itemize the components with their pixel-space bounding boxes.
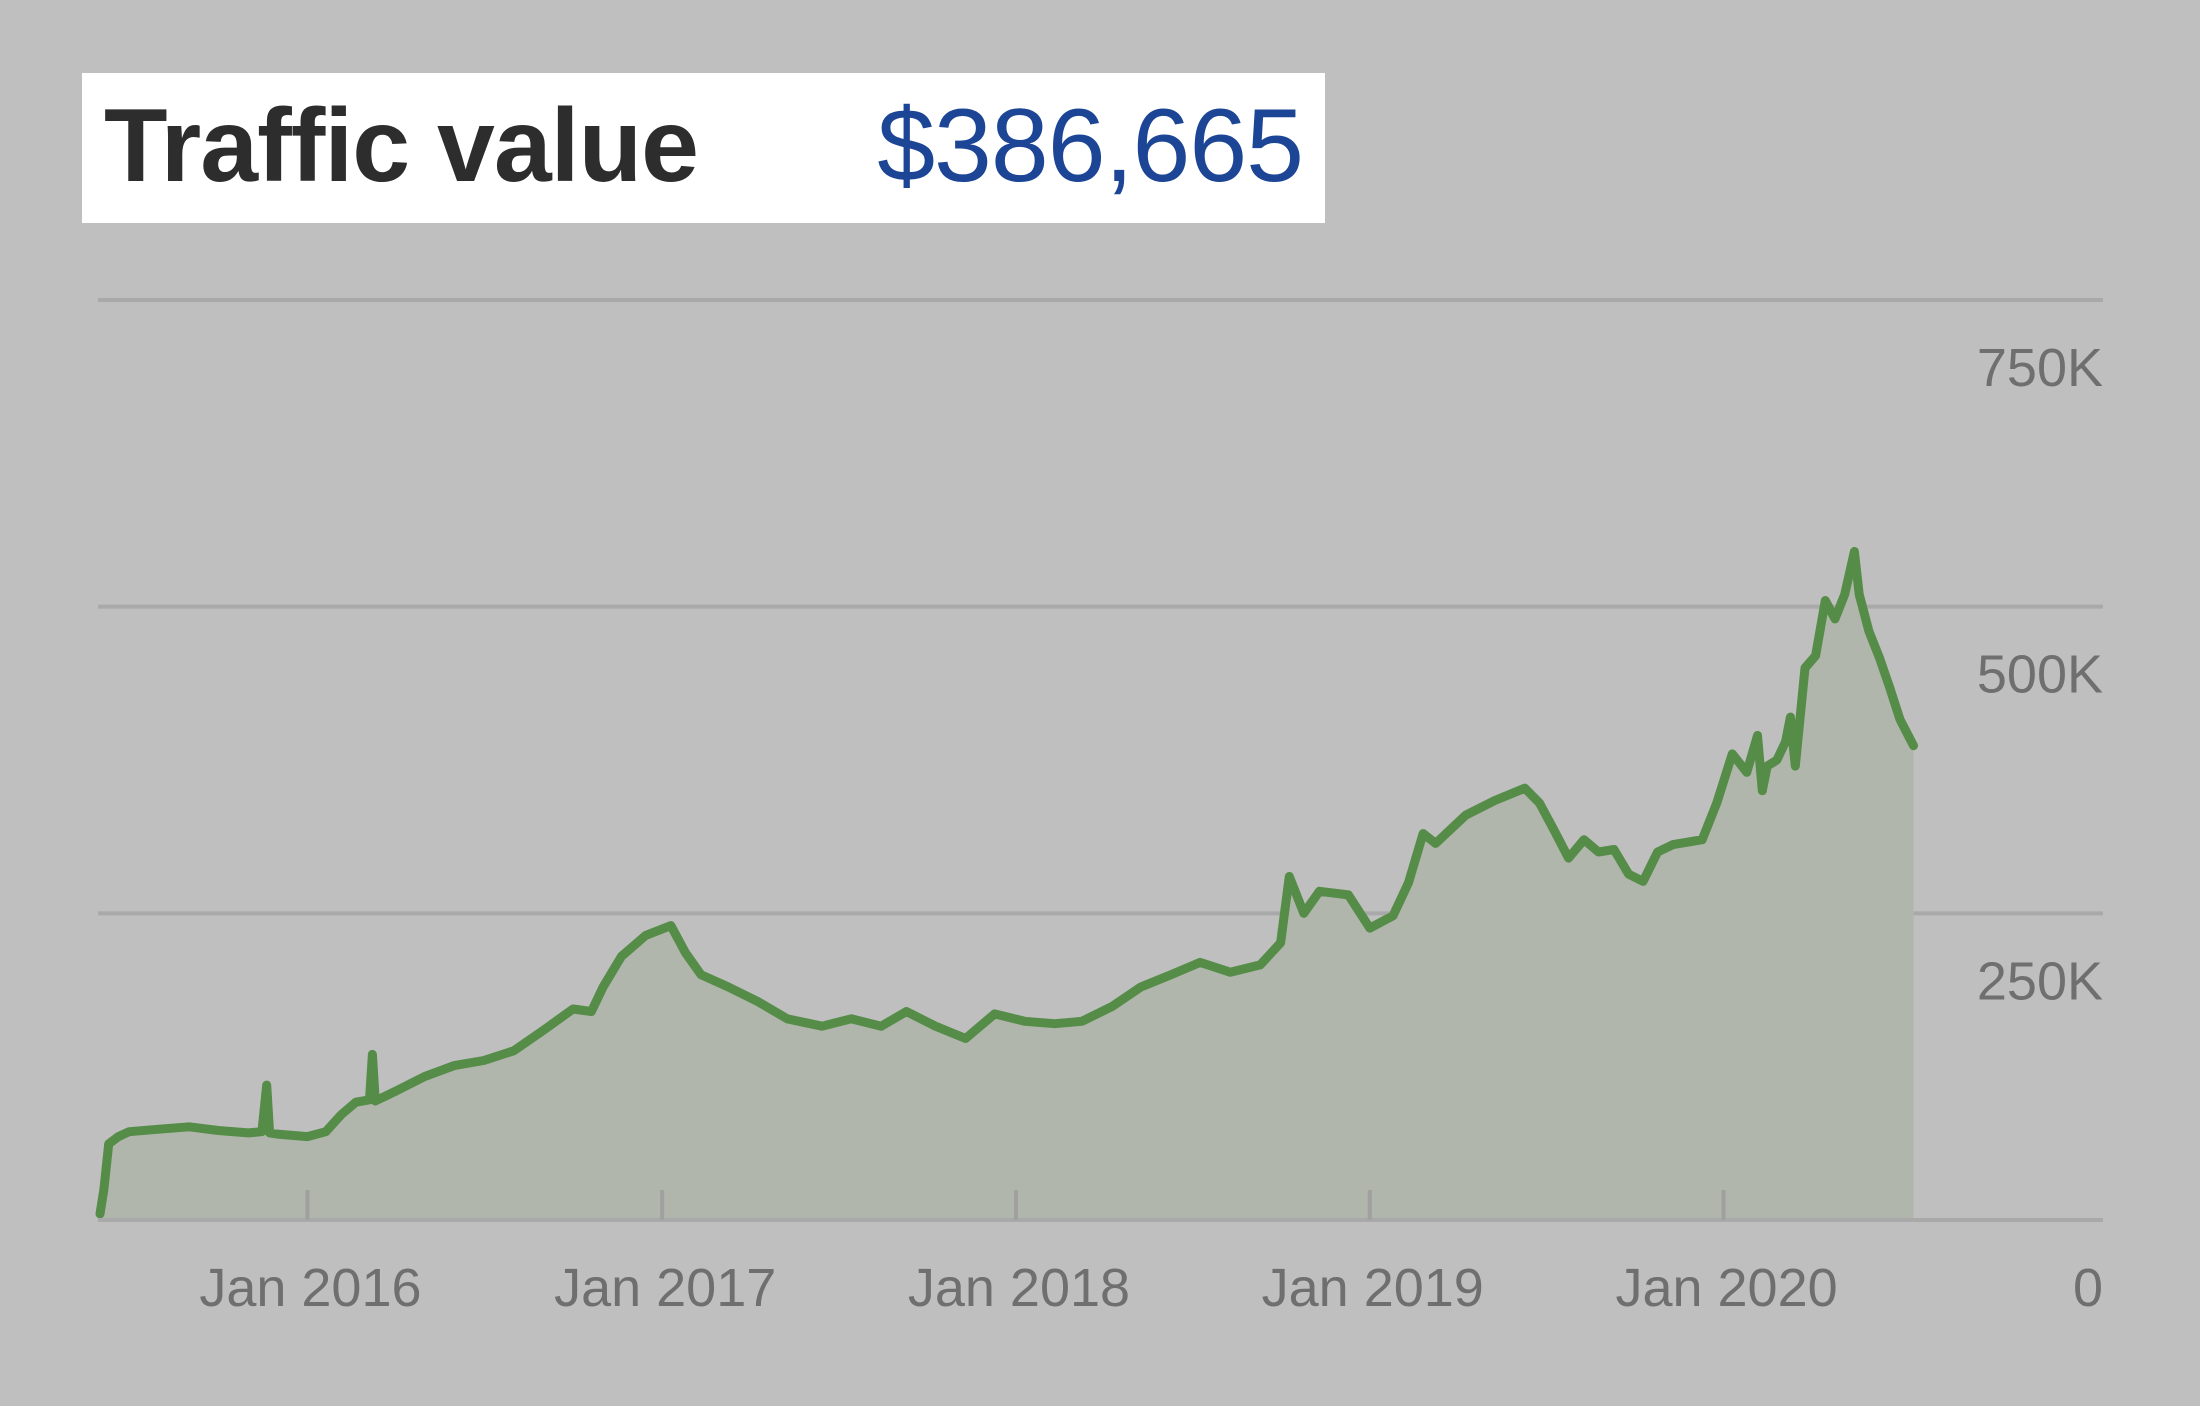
x-axis-ticks: Jan 2016 Jan 2017 Jan 2018 Jan 2019 Jan 2020: [199, 1190, 1838, 1318]
series-line: [95, 547, 1918, 1219]
traffic-value-label: Traffic value: [104, 88, 699, 204]
traffic-value-header: Traffic value $386,665: [82, 73, 1325, 223]
y-tick-label: 750K: [1977, 338, 2103, 398]
traffic-value-amount: $386,665: [877, 88, 1304, 204]
x-tick-label: Jan 2016: [199, 1258, 421, 1318]
y-tick-label: 250K: [1977, 951, 2103, 1011]
x-tick-label: Jan 2020: [1615, 1258, 1837, 1318]
y-axis-ticks: 750K 500K 250K 0: [1977, 338, 2103, 1318]
series-area: [100, 551, 1914, 1220]
y-tick-label: 500K: [1977, 645, 2103, 705]
x-tick-label: Jan 2017: [554, 1258, 776, 1318]
y-tick-label: 0: [2073, 1258, 2103, 1318]
x-tick-label: Jan 2018: [908, 1258, 1130, 1318]
x-tick-label: Jan 2019: [1262, 1258, 1484, 1318]
